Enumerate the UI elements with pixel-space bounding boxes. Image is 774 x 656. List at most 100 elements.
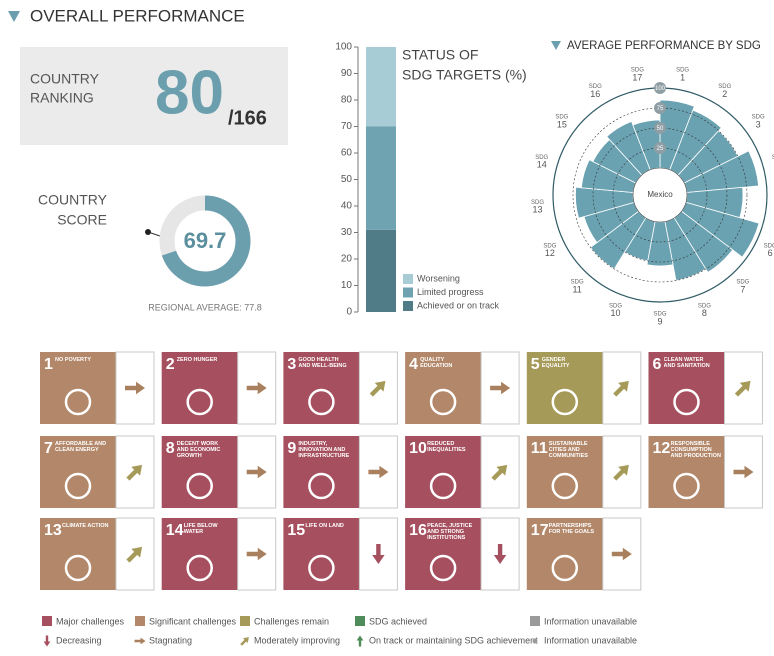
goal-label-box: SUSTAINABLE CITIES AND COMMUNITIES (549, 441, 588, 459)
tick-badge (654, 122, 666, 134)
goal-icon (308, 554, 335, 582)
category-prefix: SDG (718, 84, 731, 90)
goal-trend-arrow (733, 465, 754, 479)
y-tick-label: 70 (341, 121, 353, 132)
goal-tile (405, 518, 482, 590)
goal-label-box: CLEAN WATER AND SANITATION (664, 357, 710, 369)
tick-badge (654, 142, 666, 154)
ranking-value: 80 (155, 58, 224, 127)
y-tick-label: 100 (335, 42, 352, 53)
goal-number: 5 (531, 356, 540, 373)
status-label: Challenges remain (254, 616, 329, 626)
goal-tile (40, 352, 116, 424)
goal-tile (526, 352, 603, 424)
category-label: 15 (557, 119, 567, 129)
goal-label: LIFE BELOW WATER (183, 523, 218, 535)
status-label: Information unavailable (544, 616, 637, 626)
legend-swatch (403, 301, 413, 311)
donut-value: 69.7 (184, 228, 227, 253)
trend-label: Moderately improving (254, 635, 340, 645)
goal-number: 7 (44, 440, 53, 457)
goal-label-box: PEACE, JUSTICE AND STRONG INSTITUTIONS (427, 523, 472, 541)
goal-tile (283, 436, 360, 508)
goal-tile (405, 352, 482, 424)
bar-segment (366, 47, 396, 127)
goal-label-box: ZERO HUNGER (177, 357, 218, 363)
goal-trend-arrow (246, 547, 267, 561)
goal-icon (64, 554, 92, 582)
donut-arc (159, 195, 251, 287)
trend-symbol (134, 637, 146, 645)
tick-badge (654, 82, 666, 94)
ranking-label: COUNTRY (30, 71, 100, 87)
goal-icon (64, 472, 92, 500)
goal-label: NO POVERTY (55, 357, 92, 363)
goal-number: 1 (44, 356, 53, 373)
goal-tile (526, 518, 603, 590)
y-tick-label: 30 (341, 227, 353, 238)
goal-label: LIFE ON LAND (305, 523, 344, 529)
goal-number: 14 (166, 522, 184, 539)
y-tick-label: 0 (346, 307, 352, 318)
category-prefix: SDG (531, 200, 544, 206)
goal-label: AFFORDABLE AND CLEAN ENERGY (55, 441, 107, 453)
goal-number: 16 (409, 522, 427, 539)
ranking-total: /166 (228, 107, 267, 129)
legend-swatch (403, 274, 413, 284)
y-tick-label: 50 (341, 174, 353, 185)
category-label: 1 (680, 72, 685, 82)
category-label: 2 (722, 89, 727, 99)
bar-segment (366, 126, 396, 230)
goal-trend-arrow (491, 464, 508, 481)
category-label: 6 (768, 248, 773, 258)
goal-icon (551, 554, 579, 582)
y-tick-label: 80 (341, 95, 353, 106)
category-prefix: SDG (676, 68, 689, 74)
goal-tile (648, 352, 725, 424)
category-label: 17 (632, 72, 642, 82)
goal-number: 9 (287, 440, 296, 457)
trend-label: Decreasing (56, 635, 102, 645)
trend-label: Information unavailable (544, 635, 637, 645)
category-prefix: SDG (571, 279, 584, 285)
y-tick-label: 20 (341, 254, 353, 265)
regional-average: REGIONAL AVERAGE: 77.8 (148, 302, 262, 312)
goal-label-box: NO POVERTY (55, 357, 92, 363)
goal-icon (186, 472, 213, 500)
status-swatch (355, 616, 365, 626)
bar-segment (366, 229, 396, 312)
status-swatch (530, 616, 540, 626)
tick-label: 75 (657, 106, 664, 112)
goal-trend-arrow (246, 381, 267, 395)
goal-trend-arrow (369, 380, 386, 397)
goal-icon (673, 388, 700, 416)
goal-number: 17 (531, 522, 549, 539)
goal-label-box: DECENT WORK AND ECONOMIC GROWTH (177, 441, 221, 459)
legend-label: Limited progress (417, 287, 484, 297)
trend-symbol (356, 635, 364, 647)
goal-icon (673, 472, 700, 500)
bar-title: STATUS OF (402, 47, 478, 63)
category-label: 8 (702, 308, 707, 318)
category-prefix: SDG (772, 155, 774, 161)
goal-icon (308, 388, 335, 416)
goal-label: RESPONSIBLE CONSUMPTION AND PRODUCTION (670, 441, 721, 459)
goal-number: 13 (44, 522, 62, 539)
goal-label: CLIMATE ACTION (62, 523, 109, 529)
category-prefix: SDG (535, 155, 548, 161)
goal-tile (526, 436, 603, 508)
category-prefix: SDG (555, 114, 568, 120)
goal-label: PARTNERSHIPS FOR THE GOALS (548, 523, 595, 535)
legend-label: Worsening (417, 273, 460, 283)
category-label: 13 (533, 205, 543, 215)
category-prefix: SDG (752, 114, 765, 120)
goal-label-box: QUALITY EDUCATION (420, 357, 452, 369)
trend-label: On track or maintaining SDG achievement (369, 635, 538, 645)
trend-label: Stagnating (149, 635, 192, 645)
legend-swatch (403, 287, 413, 298)
category-prefix: SDG (589, 84, 602, 90)
tick-label: 25 (657, 146, 664, 152)
goal-trend-arrow (490, 381, 511, 395)
status-swatch (42, 616, 52, 626)
tick-label: 50 (657, 126, 664, 132)
